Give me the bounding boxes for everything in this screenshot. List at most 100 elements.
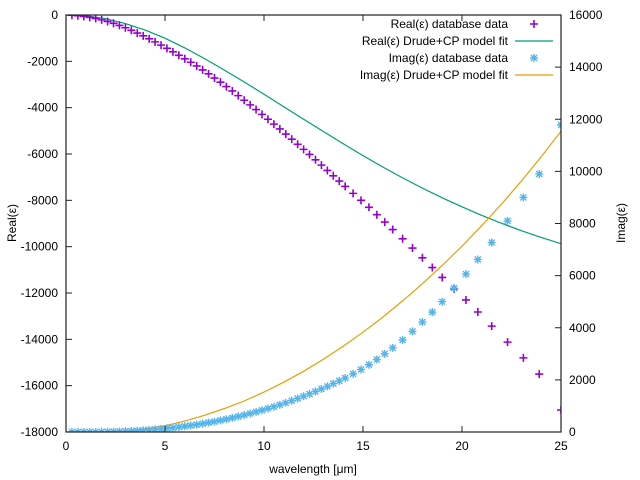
data-point [408,327,417,336]
data-point [198,419,207,428]
data-point [428,308,437,317]
series-line [66,15,561,245]
data-point [311,155,320,164]
data-point [180,54,189,63]
data-point [438,297,447,306]
data-point [133,29,142,38]
data-point [281,398,290,407]
data-point [97,15,106,24]
data-point [127,426,136,432]
data-point [293,394,302,403]
y-tick-label: -8000 [27,193,58,207]
data-point [269,402,278,411]
y2-tick-label: 4000 [569,321,596,335]
data-point [299,145,308,154]
data-point [204,418,213,427]
y-tick-label: -18000 [21,425,59,439]
data-point [335,177,344,186]
data-point [139,31,148,40]
x-tick-label: 20 [455,439,469,453]
data-point [317,161,326,170]
axes: 0 5 10 15 20 250-2000-4000-6000-8000-10000-12… [21,8,603,453]
y2-tick-label: 8000 [569,217,596,231]
data-point [157,424,166,432]
data-point [329,171,338,180]
data-point [192,420,201,429]
y-tick-label: -10000 [21,240,59,254]
data-point [145,425,154,432]
data-point [216,78,225,87]
data-point [450,284,459,293]
data-point [115,21,124,30]
data-point [535,169,544,178]
data-point [198,65,207,74]
data-point [222,415,231,424]
y-tick-label: -4000 [27,101,58,115]
data-point [372,210,381,219]
data-point [293,140,302,149]
data-point [246,100,255,109]
data-point [535,370,544,379]
data-point [461,270,470,279]
data-point [174,51,183,60]
data-point [258,110,267,119]
data-point [388,343,397,352]
data-point [168,47,177,56]
legend-label-real-data: Real(ε) database data [391,17,509,31]
data-point [162,44,171,53]
data-point [85,15,94,22]
data-point [281,130,290,139]
data-point [192,61,201,70]
data-point [139,426,148,432]
data-point [323,166,332,175]
legend-label-real-fit: Real(ε) Drude+CP model fit [362,34,509,48]
data-point [473,255,482,264]
data-point [121,23,130,32]
data-point [121,427,130,432]
data-point [487,322,496,331]
data-point [311,387,320,396]
series-3 [66,130,561,432]
data-point [408,244,417,253]
y-tick-label: -16000 [21,379,59,393]
data-point [388,225,397,234]
data-point [240,96,249,105]
data-point [299,392,308,401]
data-point [503,216,512,225]
data-point [222,82,231,91]
data-point [503,338,512,347]
data-point [335,376,344,385]
data-point [275,400,284,409]
data-point [168,423,177,432]
data-point [216,416,225,425]
data-point [364,360,373,369]
x-axis-label: wavelength [μm] [268,462,357,476]
data-point [228,413,237,422]
data-point [275,124,284,133]
data-point [210,417,219,426]
x-tick-label: 15 [356,439,370,453]
data-point [305,389,314,398]
data-point [341,374,350,383]
data-point [461,295,470,304]
y-tick-label: -6000 [27,147,58,161]
data-point [473,307,482,316]
series-2 [67,120,561,432]
data-point [91,15,100,23]
data-point [127,26,136,35]
legend-label-imag-fit: Imag(ε) Drude+CP model fit [360,68,509,82]
data-point [349,369,358,378]
data-point [252,105,261,114]
y2-tick-label: 6000 [569,269,596,283]
series-1 [66,15,561,245]
data-point [287,135,296,144]
data-point [263,404,272,413]
data-point [145,34,154,43]
plot-marks [66,15,561,432]
data-point [252,407,261,416]
legend-label-imag-data: Imag(ε) database data [389,51,509,65]
x-tick-label: 10 [257,439,271,453]
data-point [240,411,249,420]
data-point [305,150,314,159]
data-point [186,421,195,430]
